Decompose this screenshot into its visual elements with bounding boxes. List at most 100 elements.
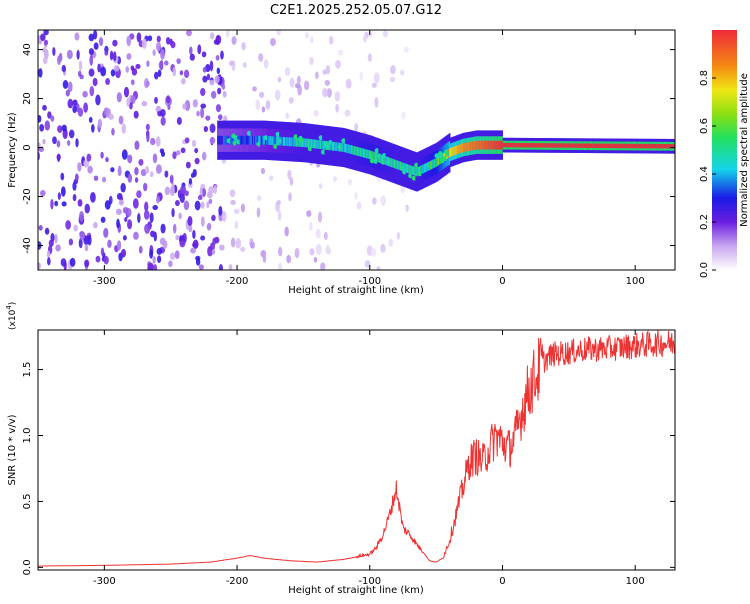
heatmap-cell: [221, 135, 224, 145]
heatmap-cell: [170, 41, 176, 49]
heatmap-cell: [235, 135, 237, 145]
x-tick-label: -100: [358, 276, 381, 287]
heatmap-cell: [630, 143, 633, 149]
heatmap-cell: [62, 80, 69, 89]
x-tick-label: -200: [226, 276, 249, 287]
heatmap-cell: [117, 165, 122, 177]
heatmap-cell: [160, 151, 166, 158]
heatmap-cell: [520, 143, 523, 148]
heatmap-cell: [38, 262, 41, 270]
heatmap-cell: [209, 60, 214, 72]
heatmap-cell: [192, 239, 199, 250]
heatmap-cell: [141, 38, 147, 49]
heatmap-cell: [289, 77, 295, 88]
heatmap-cell: [126, 53, 132, 60]
heatmap-cell: [233, 208, 240, 215]
heatmap-cell: [616, 143, 618, 149]
heatmap-cell: [366, 245, 373, 256]
heatmap-cell: [50, 199, 54, 210]
heatmap-cell: [122, 235, 127, 241]
heatmap-cell: [231, 36, 237, 45]
heatmap-cell: [95, 255, 101, 263]
heatmap-cell: [470, 141, 472, 151]
heatmap-cell: [372, 197, 377, 205]
heatmap-cell: [266, 135, 268, 145]
heatmap-cell: [250, 135, 253, 145]
heatmap-cell: [522, 143, 525, 148]
heatmap-cell: [481, 140, 483, 150]
heatmap-cell: [105, 78, 110, 85]
heatmap-cell: [452, 146, 455, 156]
heatmap-cell: [358, 147, 360, 157]
heatmap-cell: [562, 143, 564, 148]
heatmap-cell: [571, 143, 574, 148]
heatmap-cell: [169, 174, 174, 184]
heatmap-cell: [352, 145, 354, 155]
heatmap-cell: [258, 91, 265, 99]
heatmap-cell: [97, 63, 101, 73]
x-tick-label: -200: [226, 576, 249, 587]
heatmap-cell: [260, 135, 262, 145]
heatmap-cell: [399, 161, 402, 171]
heatmap-cell: [175, 234, 180, 241]
heatmap-cell: [218, 135, 220, 145]
heatmap-cell: [48, 239, 54, 247]
heatmap-cell: [533, 143, 536, 148]
heatmap-cell: [181, 77, 186, 85]
heatmap-cell: [564, 143, 567, 148]
heatmap-cell: [515, 142, 518, 148]
heatmap-cell: [559, 143, 562, 148]
heatmap-cell: [309, 35, 314, 44]
heatmap-cell: [145, 123, 150, 131]
heatmap-cell: [149, 249, 154, 259]
heatmap-cell: [526, 143, 529, 148]
heatmap-cell: [152, 255, 156, 264]
heatmap-cell: [228, 60, 235, 66]
heatmap-cell: [273, 136, 275, 146]
heatmap-cell: [586, 143, 588, 148]
heatmap-cell: [450, 147, 452, 157]
heatmap-cell: [306, 138, 309, 148]
heatmap-cell: [641, 143, 643, 149]
heatmap-cell: [335, 142, 337, 151]
heatmap-cell: [400, 111, 407, 120]
heatmap-cell: [672, 144, 674, 149]
heatmap-cell: [113, 51, 117, 62]
heatmap-cell: [176, 58, 181, 65]
heatmap-cell: [294, 82, 301, 89]
heatmap-cell: [121, 123, 126, 134]
heatmap-cell: [131, 68, 138, 76]
heatmap-cell: [122, 206, 129, 214]
heatmap-cell: [391, 158, 394, 168]
heatmap-cell: [472, 141, 475, 151]
heatmap-cell: [200, 201, 205, 209]
heatmap-cell: [262, 135, 265, 145]
heatmap-cell: [78, 60, 83, 71]
heatmap-cell: [558, 143, 561, 148]
heatmap-cell: [344, 109, 351, 117]
heatmap-cell: [592, 143, 594, 148]
heatmap-cell: [77, 199, 83, 207]
heatmap-cell: [598, 143, 600, 148]
colorbar-tick-label: 0.6: [699, 118, 710, 134]
heatmap-cell: [617, 143, 619, 149]
heatmap-cell: [457, 145, 459, 154]
heatmap-cell: [230, 135, 232, 145]
heatmap-cell: [342, 143, 345, 152]
heatmap-cell: [503, 142, 506, 148]
heatmap-cell: [604, 143, 606, 149]
heatmap-cell: [215, 104, 222, 113]
y-tick-label: -20: [22, 188, 33, 204]
heatmap-cell: [579, 143, 581, 148]
heatmap-cell: [287, 169, 292, 180]
heatmap-cell: [116, 92, 122, 103]
heatmap-cell: [277, 76, 282, 83]
heatmap-cell: [285, 137, 287, 146]
heatmap-cell: [438, 156, 440, 166]
heatmap-cell: [57, 192, 61, 200]
heatmap-cell: [329, 35, 334, 45]
heatmap-cell: [129, 102, 133, 110]
heatmap-cell: [137, 212, 141, 224]
spectrogram-y-ticks: -40 -20 0 20 40: [22, 43, 675, 254]
